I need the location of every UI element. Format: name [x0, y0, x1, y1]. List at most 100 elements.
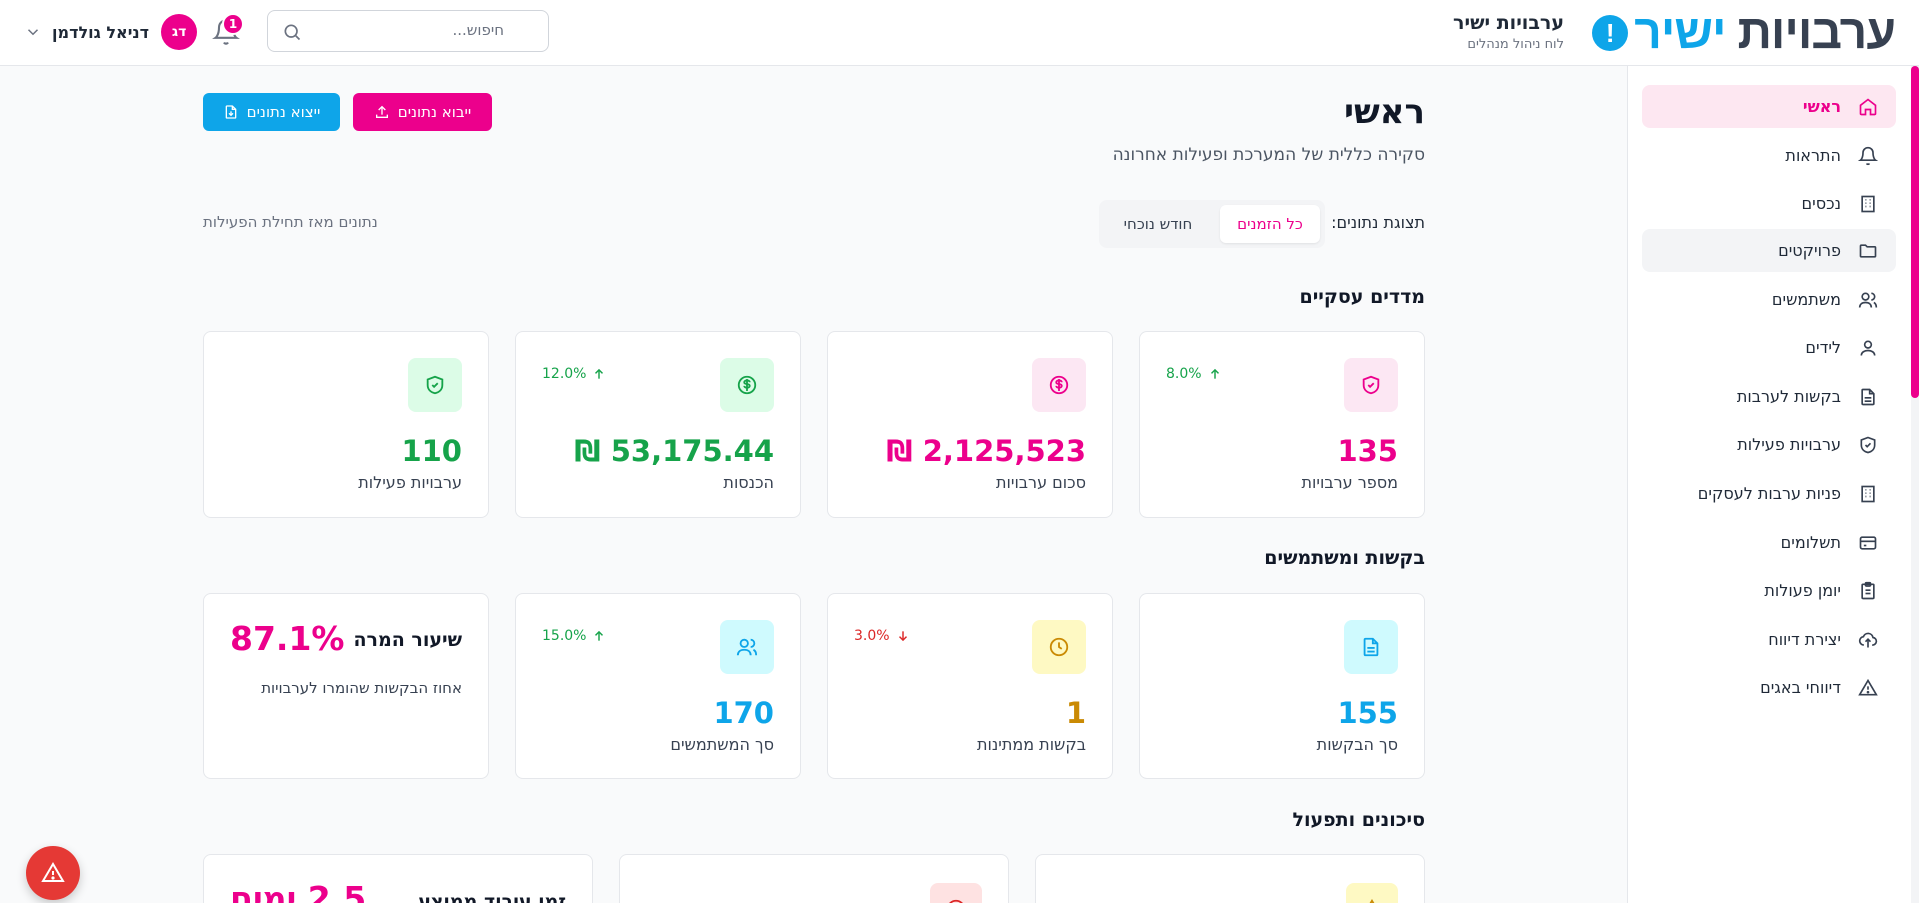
- view-option-all-time[interactable]: כל הזמנים: [1220, 205, 1320, 243]
- risk-card-warnings[interactable]: [1035, 854, 1425, 903]
- file-download-icon: [225, 105, 236, 119]
- clipboard-icon: [1857, 580, 1879, 602]
- conversion-rate-value: 87.1%: [230, 619, 345, 658]
- export-data-button[interactable]: ייצוא נתונים: [203, 93, 340, 131]
- view-option-current-month[interactable]: חודש נוכחי: [1123, 215, 1193, 233]
- sidebar-item-payments[interactable]: תשלומים: [1642, 521, 1896, 564]
- conversion-rate-title: שיעור המרה: [353, 629, 462, 651]
- document-icon: [1344, 620, 1398, 674]
- risk-card-alerts[interactable]: [619, 854, 1009, 903]
- avg-processing-time-title: זמן עיבוד ממוצע: [418, 891, 566, 903]
- users-icon: [1857, 289, 1879, 311]
- search-icon: [284, 24, 301, 41]
- bell-icon: [1857, 145, 1879, 167]
- data-view-label: תצוגת נתונים:: [1331, 213, 1425, 232]
- metric-value: 53,175.44 ₪: [574, 434, 774, 468]
- metric-card-guarantee-sum[interactable]: 2,125,523 ₪ סכום ערבויות: [827, 331, 1113, 518]
- import-data-button[interactable]: ייבוא נתונים: [353, 93, 492, 131]
- metric-value: 135: [1337, 434, 1398, 468]
- sidebar-item-create-report[interactable]: יצירת דיווח: [1642, 618, 1896, 661]
- logo[interactable]: ערבויות ישיר !: [1592, 6, 1896, 59]
- warning-icon: [1346, 883, 1398, 903]
- trend-indicator: 8.0%: [1166, 366, 1222, 382]
- report-bug-floating-button[interactable]: [26, 846, 80, 900]
- notification-count-badge: 1: [222, 13, 244, 35]
- logo-word-1: ערבויות: [1737, 6, 1896, 59]
- user-icon: [1857, 337, 1879, 359]
- sidebar-item-notifications[interactable]: התראות: [1642, 134, 1896, 177]
- metric-card-guarantee-count[interactable]: 8.0% 135 מספר ערבויות: [1139, 331, 1425, 518]
- metric-value: 170: [713, 696, 774, 730]
- metric-value: 1: [1065, 696, 1086, 730]
- building-icon: [1857, 483, 1879, 505]
- search-input[interactable]: [314, 21, 504, 39]
- trend-indicator: 3.0%: [854, 628, 910, 644]
- metric-value: 110: [401, 434, 462, 468]
- page-scrollbar-thumb[interactable]: [1911, 66, 1919, 398]
- data-view-toggle: כל הזמנים חודש נוכחי: [1099, 200, 1325, 248]
- data-range-note: נתונים מאז תחילת הפעילות: [203, 213, 378, 231]
- metric-card-active-guarantees[interactable]: 110 ערבויות פעילות: [203, 331, 489, 518]
- brand-block: ערבויות ישיר לוח ניהול מנהלים: [1453, 12, 1564, 52]
- sidebar-item-label: יצירת דיווח: [1768, 630, 1841, 649]
- cloud-upload-icon: [1857, 629, 1879, 651]
- sidebar: ראשי התראות נכסים פרויקטים משתמשים לידים…: [1627, 66, 1919, 903]
- sidebar-item-activity-log[interactable]: יומן פעולות: [1642, 569, 1896, 612]
- clock-icon: [1032, 620, 1086, 674]
- metric-label: סך המשתמשים: [670, 735, 774, 754]
- trend-indicator: 12.0%: [542, 366, 606, 382]
- business-metrics-title: מדדים עסקיים: [1299, 286, 1425, 308]
- export-data-label: ייצוא נתונים: [246, 103, 321, 121]
- sidebar-item-users[interactable]: משתמשים: [1642, 278, 1896, 321]
- sidebar-item-label: ערבויות פעילות: [1737, 435, 1841, 454]
- upload-icon: [375, 105, 388, 118]
- search-box[interactable]: [267, 10, 549, 52]
- metric-card-pending-requests[interactable]: 3.0% 1 בקשות ממתינות: [827, 593, 1113, 779]
- warning-icon: [1857, 677, 1879, 699]
- user-menu[interactable]: דניאל גולדמן דג: [24, 14, 198, 50]
- sidebar-item-label: תשלומים: [1780, 533, 1841, 552]
- shield-check-icon: [408, 358, 462, 412]
- sidebar-item-label: יומן פעולות: [1764, 581, 1841, 600]
- document-icon: [1857, 386, 1879, 408]
- sidebar-item-properties[interactable]: נכסים: [1642, 182, 1896, 225]
- brand-subtitle: לוח ניהול מנהלים: [1467, 37, 1564, 52]
- shield-check-icon: [1344, 358, 1398, 412]
- requests-users-title: בקשות ומשתמשים: [1264, 547, 1425, 569]
- sidebar-item-label: ראשי: [1802, 97, 1841, 116]
- metric-card-total-requests[interactable]: 155 סך הבקשות: [1139, 593, 1425, 779]
- metric-card-total-users[interactable]: 15.0% 170 סך המשתמשים: [515, 593, 801, 779]
- logo-word-2: ישיר: [1634, 6, 1726, 59]
- alert-circle-icon: [930, 883, 982, 903]
- conversion-rate-card[interactable]: שיעור המרה 87.1% אחוז הבקשות שהומרו לערב…: [203, 593, 489, 779]
- avatar[interactable]: דג: [161, 14, 198, 50]
- dollar-icon: [1032, 358, 1086, 412]
- sidebar-item-label: משתמשים: [1771, 290, 1841, 309]
- sidebar-item-home[interactable]: ראשי: [1642, 85, 1896, 128]
- risk-operations-title: סיכונים ותפעול: [1292, 809, 1425, 831]
- home-icon: [1857, 96, 1879, 118]
- avg-processing-time-card[interactable]: זמן עיבוד ממוצע 2.5 ימים: [203, 854, 593, 903]
- page-title: ראשי: [1343, 92, 1425, 132]
- import-data-label: ייבוא נתונים: [397, 103, 472, 121]
- sidebar-item-business-inquiries[interactable]: פניות ערבות לעסקים: [1642, 472, 1896, 515]
- page-subtitle: סקירה כללית של המערכת ופעילות אחרונה: [1112, 145, 1425, 165]
- chevron-down-icon[interactable]: [24, 23, 42, 41]
- page-scrollbar-track[interactable]: [1911, 66, 1919, 903]
- conversion-rate-description: אחוז הבקשות שהומרו לערבויות: [261, 679, 462, 697]
- metric-card-revenue[interactable]: 12.0% 53,175.44 ₪ הכנסות: [515, 331, 801, 518]
- sidebar-item-leads[interactable]: לידים: [1642, 326, 1896, 369]
- shield-icon: [1857, 434, 1879, 456]
- top-header: ערבויות ישיר ! ערבויות ישיר לוח ניהול מנ…: [0, 0, 1919, 66]
- sidebar-item-active-guarantees[interactable]: ערבויות פעילות: [1642, 423, 1896, 466]
- sidebar-item-label: פרויקטים: [1778, 241, 1841, 260]
- sidebar-item-projects[interactable]: פרויקטים: [1642, 229, 1896, 272]
- credit-card-icon: [1857, 532, 1879, 554]
- metric-label: סכום ערבויות: [995, 473, 1086, 492]
- sidebar-item-guarantee-requests[interactable]: בקשות לערבות: [1642, 375, 1896, 418]
- metric-value: 155: [1337, 696, 1398, 730]
- arrow-up-icon: [595, 630, 604, 641]
- warning-icon: [41, 862, 65, 882]
- sidebar-item-bug-reports[interactable]: דיווחי באגים: [1642, 666, 1896, 709]
- building-icon: [1857, 193, 1879, 215]
